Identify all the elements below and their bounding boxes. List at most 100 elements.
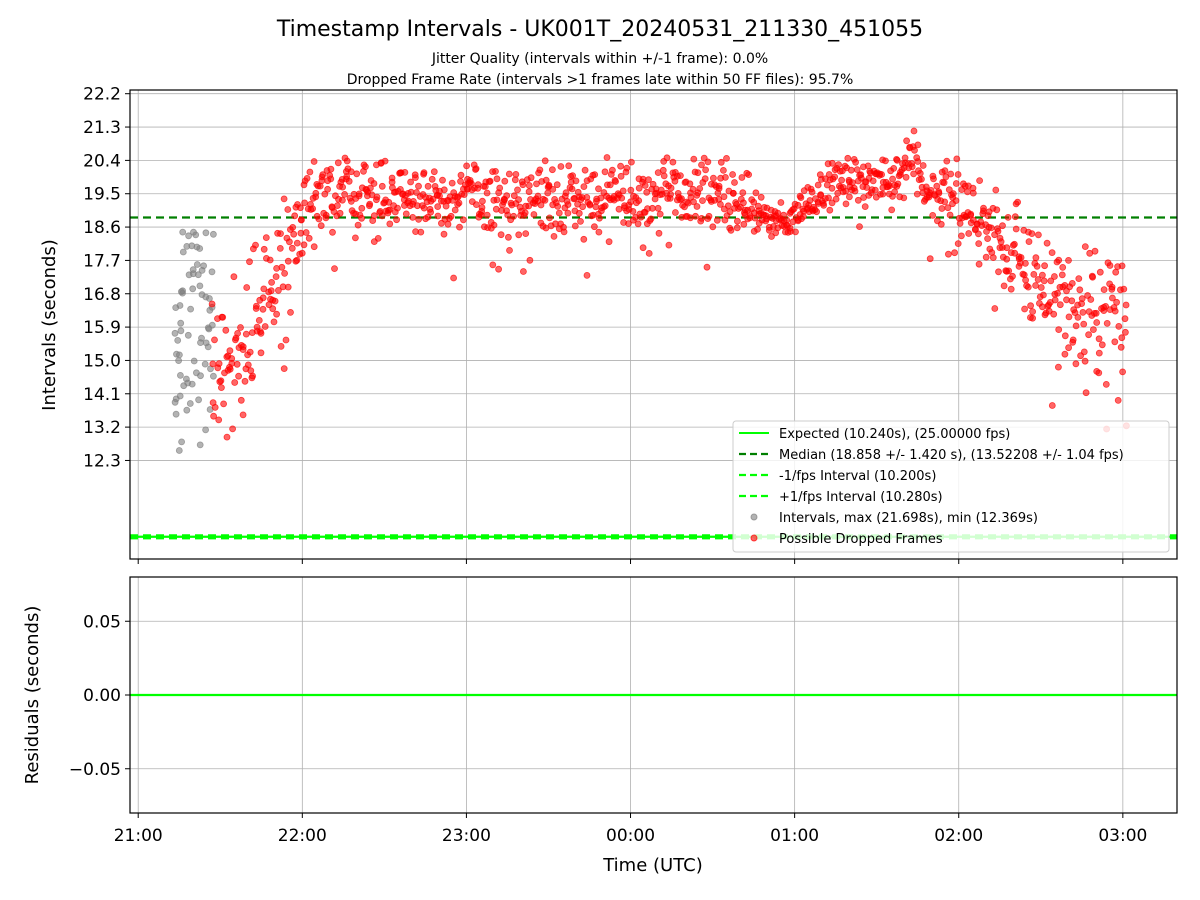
dropped-frame-point (301, 199, 309, 207)
dropped-frame-point (942, 173, 950, 181)
dropped-frame-point (645, 176, 652, 184)
dropped-frame-point (310, 243, 318, 251)
interval-point (192, 369, 200, 377)
dropped-frame-point (944, 204, 952, 212)
dropped-frame-point (351, 234, 359, 242)
dropped-frame-point (262, 234, 270, 242)
dropped-frame-point (984, 235, 991, 243)
dropped-frame-point (1117, 343, 1125, 351)
dropped-frame-point (515, 231, 523, 239)
dropped-frame-point (284, 206, 292, 213)
dropped-frame-point (300, 241, 308, 249)
dropped-frame-point (975, 240, 983, 248)
dropped-frame-point (249, 372, 257, 380)
dropped-frame-point (329, 228, 336, 236)
dropped-frame-point (568, 185, 576, 193)
dropped-frame-point (580, 235, 588, 243)
dropped-frame-point (407, 178, 415, 186)
top-y-ticks: 12.3 13.2 14.1 15.0 15.9 16.8 17.7 18.6 19.5 20.4… (83, 85, 130, 471)
dropped-frame-point (525, 202, 533, 210)
legend-key-dropped (750, 534, 758, 542)
interval-point (196, 282, 204, 290)
dropped-frame-point (519, 181, 527, 189)
dropped-frame-point (995, 268, 1002, 276)
bottom-y-tick-label: 0.05 (83, 612, 121, 632)
dropped-frame-point (1032, 254, 1040, 262)
dropped-frame-point (828, 159, 836, 167)
dropped-frame-point (577, 217, 584, 225)
dropped-frame-point (720, 193, 728, 201)
dropped-frame-point (366, 200, 374, 208)
dropped-frame-point (956, 219, 964, 227)
dropped-frame-point (667, 190, 674, 198)
dropped-frame-point (411, 174, 419, 182)
dropped-frame-point (583, 271, 591, 279)
legend-label-expected: Expected (10.240s), (25.00000 fps) (779, 427, 1010, 442)
dropped-frame-point (546, 214, 553, 222)
dropped-frame-point (617, 162, 624, 170)
dropped-frame-point (1087, 296, 1095, 303)
dropped-frame-point (293, 239, 301, 247)
dropped-frame-point (281, 269, 289, 277)
dropped-frame-point (385, 198, 393, 206)
dropped-frame-point (354, 221, 362, 229)
dropped-frame-point (846, 193, 853, 201)
interval-point (192, 231, 200, 239)
dropped-frame-point (550, 232, 558, 240)
dropped-frame-point (226, 347, 234, 355)
dropped-frame-point (628, 158, 635, 166)
dropped-frame-point (378, 182, 386, 190)
dropped-frame-point (690, 155, 698, 163)
dropped-frame-point (900, 194, 908, 202)
dropped-frame-point (1119, 368, 1126, 376)
dropped-frame-point (916, 169, 924, 177)
dropped-frame-point (1037, 284, 1045, 291)
dropped-frame-point (402, 210, 410, 218)
dropped-frame-point (290, 230, 298, 238)
dropped-frame-point (331, 265, 338, 273)
dropped-frame-point (1112, 268, 1120, 276)
dropped-frame-point (943, 157, 951, 165)
dropped-frame-point (999, 222, 1006, 230)
dropped-frame-point (341, 190, 349, 198)
dropped-frame-point (259, 305, 267, 313)
dropped-frame-point (472, 165, 480, 173)
dropped-frame-point (842, 200, 850, 208)
dropped-frame-point (1096, 268, 1104, 276)
bottom-panel: 0.05 0.00 −0.05 21:00 22:00 23:00 00:00 01:00 0… (22, 576, 1178, 846)
dropped-frame-point (1120, 285, 1128, 293)
dropped-frame-point (208, 300, 216, 308)
dropped-frame-point (591, 223, 598, 231)
dropped-frame-point (727, 226, 735, 234)
dropped-frame-point (310, 158, 318, 165)
dropped-frame-point (472, 201, 480, 209)
dropped-frame-point (386, 206, 394, 214)
dropped-frame-point (1098, 341, 1106, 349)
dropped-frame-point (503, 192, 511, 200)
dropped-frame-point (941, 167, 949, 175)
dropped-frame-point (420, 204, 428, 212)
dropped-frame-point (327, 165, 335, 173)
dropped-frame-point (838, 176, 845, 184)
dropped-frame-point (965, 230, 973, 237)
legend-label-dropped: Possible Dropped Frames (779, 532, 943, 547)
top-y-tick-label: 17.7 (83, 251, 121, 271)
dropped-frame-point (656, 210, 664, 218)
dropped-frame-point (882, 157, 889, 165)
dropped-frame-point (457, 171, 465, 179)
dropped-frame-point (1030, 270, 1038, 278)
dropped-frame-point (663, 154, 671, 162)
dropped-frame-point (745, 171, 752, 179)
dropped-frame-point (1039, 271, 1046, 279)
dropped-frame-point (1095, 369, 1103, 377)
interval-point (195, 396, 203, 404)
dropped-frame-point (647, 215, 655, 223)
dropped-frame-point (935, 188, 943, 196)
dropped-frame-point (992, 186, 1000, 194)
dropped-frame-point (914, 158, 922, 165)
dropped-frame-point (448, 179, 456, 187)
interval-point (186, 400, 194, 407)
dropped-frame-point (429, 195, 437, 203)
dropped-frame-point (506, 246, 513, 254)
dropped-frame-point (980, 204, 987, 212)
